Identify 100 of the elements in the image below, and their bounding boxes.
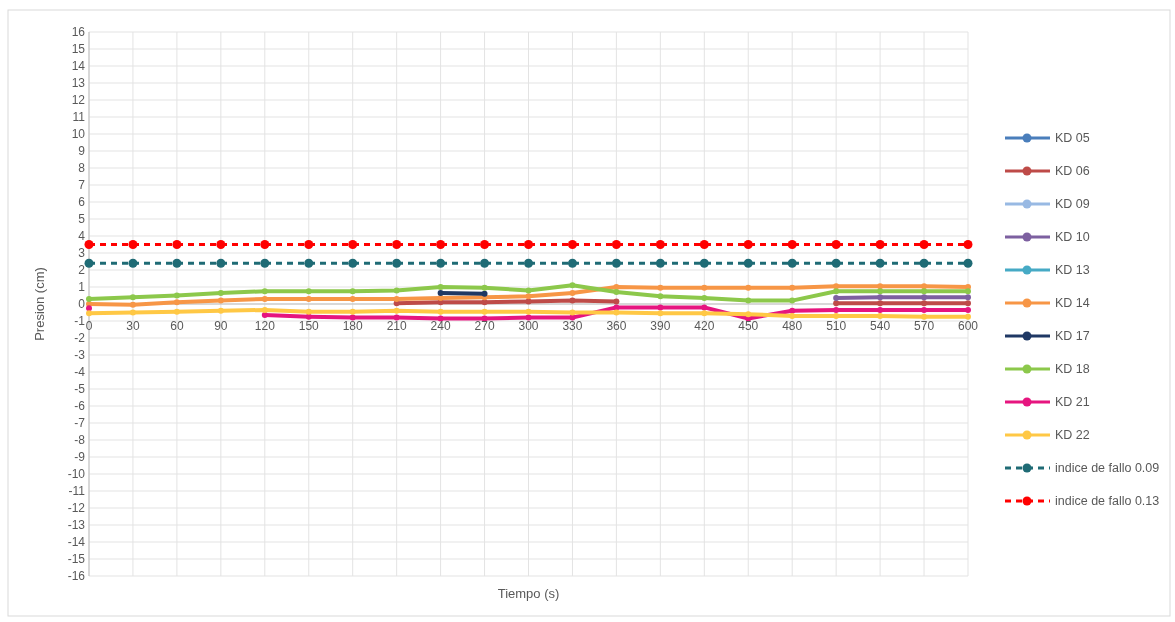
legend-label: KD 21 (1055, 395, 1090, 410)
point (129, 309, 136, 316)
point (965, 300, 971, 307)
y-tick-label: 7 (78, 178, 86, 193)
point (129, 301, 136, 308)
point (877, 300, 884, 307)
point (480, 258, 490, 268)
point (304, 240, 314, 249)
point (349, 314, 356, 321)
point (965, 313, 971, 320)
y-tick-label: 16 (71, 25, 86, 40)
point (657, 310, 664, 317)
x-tick-label: 150 (298, 319, 320, 333)
point (84, 258, 94, 268)
y-tick-label: -12 (67, 501, 86, 516)
y-tick-label: 9 (78, 144, 86, 159)
point (86, 295, 92, 302)
point (875, 240, 885, 249)
point (216, 258, 226, 268)
point (569, 282, 576, 289)
point (569, 297, 576, 304)
point (963, 258, 973, 268)
point (524, 240, 533, 249)
y-tick-label: 5 (78, 212, 86, 227)
point (699, 258, 709, 268)
legend-label: indice de fallo 0.09 (1055, 461, 1160, 476)
x-tick-label: 210 (386, 319, 407, 333)
point (833, 283, 840, 290)
point (260, 240, 270, 249)
point (701, 310, 708, 317)
point (480, 240, 490, 249)
point (787, 240, 797, 249)
y-tick-label: -6 (74, 399, 86, 414)
point (129, 294, 136, 301)
point (743, 258, 753, 268)
x-tick-label: 60 (170, 319, 184, 333)
point (128, 240, 138, 249)
y-tick-label: -7 (74, 416, 86, 431)
y-tick-label: -11 (68, 484, 86, 499)
point (963, 240, 973, 249)
point (789, 297, 796, 304)
point (525, 308, 532, 315)
y-tick-label: -3 (74, 348, 86, 363)
point (833, 312, 840, 319)
point (481, 284, 488, 291)
x-tick-label: 420 (694, 319, 715, 333)
y-tick-label: -5 (74, 382, 86, 397)
point (393, 307, 400, 314)
legend-label: KD 14 (1055, 296, 1090, 311)
point (877, 294, 884, 301)
point (217, 289, 224, 296)
x-axis-title: Tiempo (s) (497, 586, 560, 601)
point (745, 297, 752, 304)
point (349, 288, 356, 295)
point (481, 308, 488, 315)
x-tick-label: 600 (957, 319, 979, 333)
point (525, 287, 532, 294)
point (84, 240, 94, 249)
point (613, 298, 620, 305)
y-tick-label: -1 (74, 314, 86, 329)
point (877, 306, 884, 313)
point (787, 258, 797, 268)
x-tick-label: 270 (474, 319, 495, 333)
x-tick-label: 360 (606, 319, 627, 333)
point (305, 288, 312, 295)
point (921, 288, 928, 295)
point (657, 304, 664, 311)
y-tick-label: -15 (67, 552, 86, 567)
point (833, 295, 840, 302)
point (261, 312, 268, 319)
point (128, 258, 138, 268)
point (921, 283, 928, 290)
point (305, 295, 312, 302)
x-tick-label: 30 (126, 319, 140, 333)
y-tick-label: -2 (74, 331, 86, 346)
point (613, 309, 620, 316)
point (831, 240, 841, 249)
x-tick-label: 90 (214, 319, 228, 333)
point (919, 240, 929, 249)
point (525, 314, 532, 321)
point (567, 240, 577, 249)
point (436, 258, 446, 268)
point (172, 240, 182, 249)
point (305, 313, 312, 320)
x-tick-label: 180 (342, 319, 364, 333)
point (701, 284, 708, 291)
x-tick-label: 120 (254, 319, 276, 333)
y-tick-label: -8 (74, 433, 86, 448)
point (393, 287, 400, 294)
y-tick-label: 12 (71, 93, 86, 108)
point (86, 310, 92, 317)
y-tick-label: -14 (67, 535, 86, 550)
point (173, 308, 180, 315)
point (877, 288, 884, 295)
point (699, 240, 709, 249)
point (965, 306, 971, 313)
legend-label: KD 17 (1055, 329, 1090, 344)
y-tick-label: 10 (71, 127, 86, 142)
point (393, 314, 400, 321)
point (701, 304, 708, 311)
